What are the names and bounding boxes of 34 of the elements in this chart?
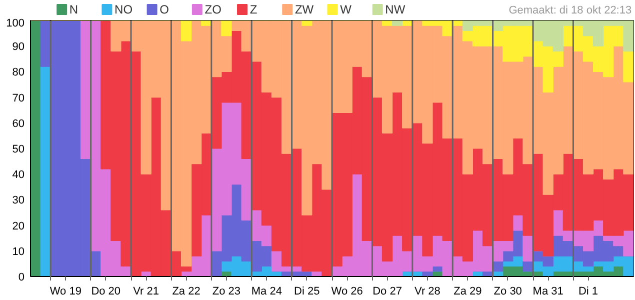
y-tick-label: 100 — [6, 18, 25, 30]
legend-label: NW — [385, 2, 406, 16]
x-tick-label: Do 27 — [372, 286, 402, 298]
x-tick-label: Za 29 — [454, 286, 482, 298]
x-tick-label: Zo 30 — [494, 286, 522, 298]
x-tick-label: Ma 24 — [251, 286, 282, 298]
y-tick-label: 20 — [12, 220, 25, 232]
x-tick-label: Vr 28 — [414, 286, 440, 298]
legend-label: ZO — [204, 2, 222, 16]
legend-label: NO — [114, 2, 133, 16]
y-tick-label: 40 — [12, 169, 25, 182]
x-tick-label: Di 25 — [294, 286, 320, 298]
y-tick-label: 80 — [12, 66, 25, 79]
x-tick-label: Zo 23 — [212, 286, 241, 298]
x-tick-label: Do 20 — [91, 286, 121, 298]
x-tick-label: Ma 31 — [532, 286, 564, 298]
y-tick-label: 0 — [18, 272, 25, 284]
y-tick-label: 50 — [12, 144, 25, 156]
y-tick-label: 30 — [12, 194, 25, 207]
text: Gemaakt: di 18 okt 22:13 — [508, 4, 632, 16]
legend-label: ZW — [294, 2, 314, 16]
legend-label: O — [160, 2, 169, 16]
y-tick-label: 60 — [12, 118, 25, 130]
x-tick-label: Wo 19 — [50, 286, 82, 298]
legend-label: W — [340, 2, 352, 16]
legend-label: N — [69, 2, 78, 16]
x-tick-label: Wo 26 — [331, 286, 363, 298]
x-tick-label: Vr 21 — [133, 286, 160, 298]
legend-label: Z — [250, 2, 258, 16]
x-tick-label: Di 1 — [578, 286, 598, 298]
x-tick-label: Za 22 — [172, 286, 200, 298]
y-tick-label: 10 — [12, 246, 25, 258]
y-tick-label: 90 — [12, 41, 25, 54]
y-tick-label: 70 — [12, 92, 25, 104]
